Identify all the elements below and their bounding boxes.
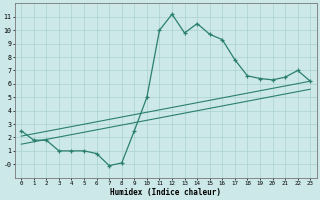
X-axis label: Humidex (Indice chaleur): Humidex (Indice chaleur): [110, 188, 221, 197]
